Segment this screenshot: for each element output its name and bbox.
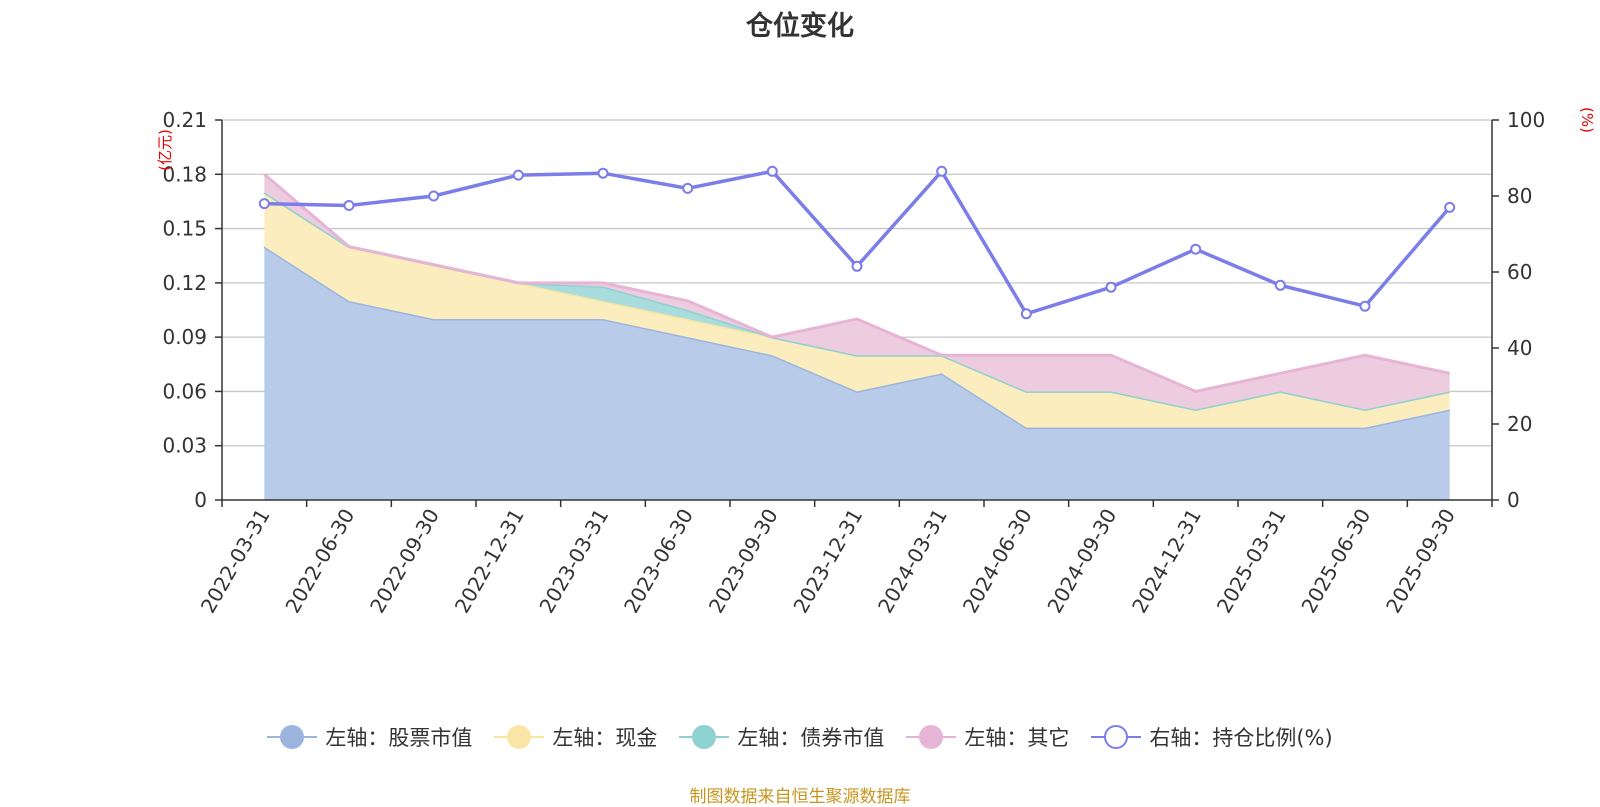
x-axis-tick-label: 2023-06-30 [619,505,698,618]
legend-swatch [494,725,545,749]
legend: 左轴：股票市值 左轴：现金 左轴：债券市值 左轴：其它 右轴：持仓比例(%) [0,722,1600,752]
ratio-point [1020,308,1032,320]
area-1 [264,246,1450,500]
right-axis-tick-label: 40 [1507,336,1532,360]
left-axis-tick-label: 0.12 [162,271,207,295]
legend-swatch [679,725,730,749]
right-axis-tick-label: 0 [1507,488,1520,512]
footer-source: 制图数据来自恒生聚源数据库 [689,787,911,807]
area-layer [263,173,1450,500]
x-axis-tick-label: 2024-06-30 [958,505,1037,618]
right-axis-tick-label: 60 [1507,260,1532,284]
ratio-point [597,167,609,179]
legend-item[interactable]: 左轴：股票市值 [267,722,472,752]
x-axis-tick-label: 2022-03-31 [196,505,275,618]
x-axis-tick-label: 2023-12-31 [788,505,867,618]
x-axis-tick-label: 2025-03-31 [1212,505,1291,618]
x-axis-tick-label: 2024-03-31 [873,505,952,618]
left-axis-tick-label: 0 [194,488,207,512]
legend-label: 右轴：持仓比例(%) [1149,726,1333,750]
x-axis-tick-label: 2025-06-30 [1296,505,1375,618]
axes [215,119,1499,507]
left-axis-tick-label: 0.06 [162,379,207,403]
x-axis-tick-label: 2024-09-30 [1042,505,1121,618]
area-line-4 [263,173,1450,393]
ratio-point [343,200,355,211]
left-axis-tick-label: 0.21 [162,108,207,132]
area-2 [264,192,1450,428]
legend-item[interactable]: 左轴：债券市值 [679,722,884,752]
chart-title: 仓位变化 [746,11,854,42]
ratio-point [1105,281,1117,293]
ratio-point [1444,201,1456,213]
ratio-point [1274,279,1286,291]
ratio-point [936,165,948,177]
legend-item[interactable]: 右轴：持仓比例(%) [1091,722,1333,752]
legend-label: 左轴：其它 [964,726,1070,750]
x-axis-tick-label: 2023-09-30 [704,505,783,618]
x-axis-tick-label: 2023-03-31 [534,505,613,618]
area-4 [264,174,1450,410]
left-axis-unit: (亿元) [156,129,174,171]
x-axis-tick-label: 2024-12-31 [1127,505,1206,618]
ratio-point [682,182,694,194]
legend-label: 左轴：现金 [552,726,658,750]
ratio-point [766,165,778,177]
ratio-point [428,190,440,202]
legend-swatch [267,725,318,749]
left-axis-tick-label: 0.15 [162,217,207,241]
legend-item[interactable]: 左轴：现金 [494,722,657,752]
left-axis-tick-label: 0.18 [162,162,207,186]
legend-swatch [1091,725,1142,749]
ratio-point [851,260,863,272]
ratio-line-layer [258,165,1456,320]
right-axis-tick-label: 80 [1507,184,1532,208]
legend-item[interactable]: 左轴：其它 [906,722,1069,752]
x-axis-tick-label: 2022-06-30 [280,505,359,618]
x-axis-tick-label: 2022-12-31 [450,505,529,618]
right-axis-tick-label: 20 [1507,412,1532,436]
ratio-point [258,198,270,210]
left-axis-tick-label: 0.09 [162,325,207,349]
right-axis-unit: (%) [1578,107,1596,133]
x-axis-tick-label: 2022-09-30 [365,505,444,618]
right-axis-tick-label: 100 [1507,108,1545,132]
x-axis-tick-label: 2025-09-30 [1381,505,1460,618]
left-axis-tick-label: 0.03 [162,434,207,458]
legend-swatch [906,725,957,749]
legend-label: 左轴：债券市值 [737,726,885,750]
ratio-point [1359,300,1371,312]
ratio-point [512,169,524,181]
legend-label: 左轴：股票市值 [325,726,473,750]
ratio-point [1190,243,1202,255]
